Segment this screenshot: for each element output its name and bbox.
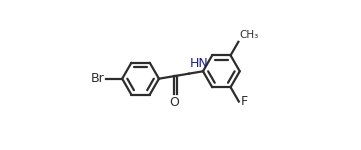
Text: O: O xyxy=(169,96,179,109)
Text: HN: HN xyxy=(190,57,209,70)
Text: Br: Br xyxy=(91,72,105,85)
Text: F: F xyxy=(240,95,247,108)
Text: CH₃: CH₃ xyxy=(239,30,258,40)
